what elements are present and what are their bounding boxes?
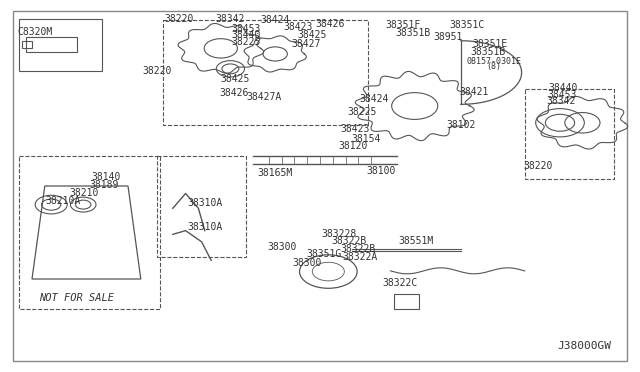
Text: 383228: 383228 [321,229,357,239]
Text: 38427: 38427 [291,39,321,49]
Text: 38310A: 38310A [187,221,223,231]
Bar [19,156,160,309]
Text: 38189: 38189 [89,180,118,190]
Text: 38425: 38425 [221,74,250,84]
Text: 38220: 38220 [142,65,172,76]
Text: 38351B: 38351B [395,28,431,38]
Text: 38425: 38425 [298,30,327,40]
Bar [163,20,368,125]
Text: 38165M: 38165M [257,167,293,177]
Text: 38322B: 38322B [340,244,376,254]
Text: 38220: 38220 [164,14,194,24]
Text: 38551M: 38551M [398,235,434,246]
Text: 38220: 38220 [523,161,552,171]
Text: (8): (8) [486,62,502,71]
Text: 38342: 38342 [216,13,245,23]
Text: 38322A: 38322A [342,252,378,262]
Text: 38351E: 38351E [472,39,508,49]
Text: 38423: 38423 [340,124,370,134]
Text: 38210: 38210 [70,188,99,198]
Text: 38300: 38300 [267,242,296,252]
Text: 38440: 38440 [232,30,261,40]
Text: J38000GW: J38000GW [557,341,611,351]
Text: 08157-0301E: 08157-0301E [467,57,522,66]
Bar [157,156,246,257]
Text: 38342: 38342 [546,96,575,106]
Text: 38421: 38421 [459,87,488,97]
Text: 38225: 38225 [348,107,377,117]
Text: 38426: 38426 [220,87,249,97]
Bar [525,89,614,179]
Text: 38154: 38154 [351,134,381,144]
Text: 38351G: 38351G [307,249,342,259]
Text: 38951: 38951 [433,32,463,42]
Text: 38102: 38102 [446,120,476,130]
Text: 38140: 38140 [91,172,120,182]
Text: 38453: 38453 [547,90,577,100]
Bar [19,19,102,71]
Bar [26,37,77,52]
Text: 38225: 38225 [232,37,261,47]
Text: 38427A: 38427A [246,92,282,102]
Text: NOT FOR SALE: NOT FOR SALE [39,293,115,302]
Text: 38300: 38300 [292,258,322,268]
Text: 38351C: 38351C [449,20,485,30]
Text: 38440: 38440 [548,83,578,93]
Text: 38424: 38424 [360,94,389,104]
Text: 38322B: 38322B [331,236,367,246]
Text: C8320M: C8320M [17,27,53,36]
Text: 38210A: 38210A [45,196,81,206]
Text: 38351F: 38351F [385,20,421,30]
Text: 38426: 38426 [315,19,344,29]
Text: 38322C: 38322C [382,278,418,288]
Text: 38120: 38120 [339,141,368,151]
Text: 38453: 38453 [232,23,261,33]
Bar [394,294,419,309]
Text: 38424: 38424 [260,15,290,25]
Text: 38100: 38100 [367,166,396,176]
Text: 38310A: 38310A [187,198,223,208]
Bar [22,41,32,48]
Text: 38423: 38423 [283,22,312,32]
Text: 38351B: 38351B [470,46,506,57]
